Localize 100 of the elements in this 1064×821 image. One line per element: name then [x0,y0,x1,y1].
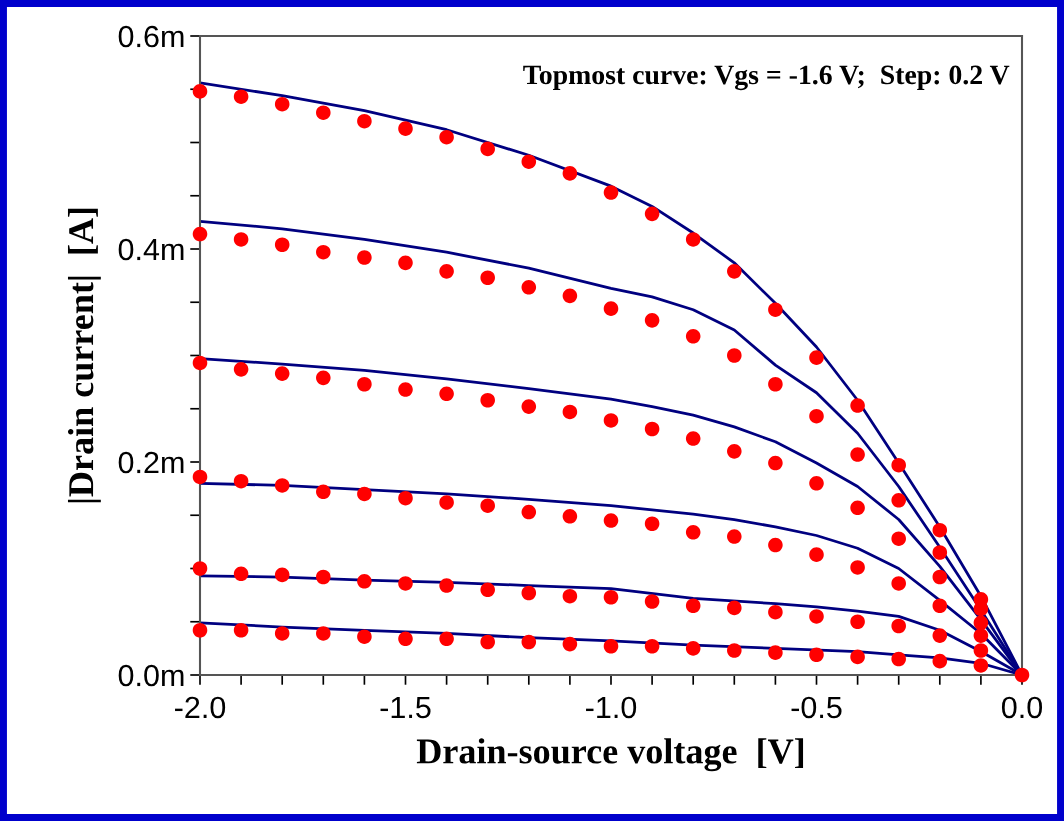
point [809,547,824,562]
point [973,628,989,643]
point [727,264,742,279]
point [480,634,495,650]
point [192,469,208,485]
point [480,270,495,286]
point [357,629,372,644]
point [398,631,413,647]
point [398,382,413,397]
x-tick-label: -0.5 [791,696,842,719]
point [439,631,454,647]
point [891,457,906,473]
x-tick-label: 0.0 [1001,696,1043,719]
point [274,237,290,253]
point [891,651,906,667]
point [233,232,249,247]
x-tick-label: -2.0 [175,696,226,719]
point [233,622,249,638]
point [480,392,495,408]
point [603,301,619,316]
point [850,398,865,413]
point [1014,667,1030,683]
point [685,329,701,344]
point [768,537,783,553]
point [850,614,865,630]
point [932,522,948,538]
x-axis-title: Drain-source voltage [V] [416,738,804,772]
point [439,386,454,402]
y-tick-label: 0.4m [118,238,184,261]
point [316,370,331,386]
point [562,166,578,181]
point [603,638,619,654]
point [357,574,372,589]
point [357,486,372,502]
point [357,376,372,392]
point [891,618,906,634]
point [727,529,742,544]
point [398,576,413,591]
point [685,641,701,656]
point [274,626,290,641]
point [685,232,701,247]
y-tick-label: 0.6m [118,25,184,48]
point [685,598,701,614]
point [562,636,578,652]
point [521,154,537,169]
point [562,404,578,420]
point [316,244,331,260]
point [850,560,865,575]
point [233,362,249,377]
point [932,653,948,669]
point [644,421,660,437]
y-axis-title: |Drain current| [A] [67,208,101,503]
point [480,141,495,157]
point [644,638,660,654]
point [480,498,495,513]
point [768,455,783,471]
point [809,408,824,424]
point [192,561,208,576]
point [192,84,208,99]
point [644,594,660,609]
point [274,96,290,112]
point [357,250,372,265]
point [768,302,783,317]
point [644,206,660,222]
point [603,589,619,605]
x-tick-label: -1.5 [380,696,431,719]
point [727,600,742,616]
point [973,643,989,658]
point [809,609,824,624]
point [644,516,660,532]
point [398,490,413,506]
point [768,645,783,660]
point [850,447,865,462]
point [274,567,290,583]
point [316,569,331,585]
point [809,350,824,365]
x-tick-label: -1.0 [586,696,637,719]
point [891,576,906,591]
point [316,484,331,500]
point [439,578,454,593]
point [685,431,701,446]
point [274,366,290,381]
point [727,643,742,658]
point [850,500,865,516]
point [768,604,783,620]
point [891,531,906,546]
annotation: Topmost curve: Vgs = -1.6 V; Step: 0.2 V [523,65,1010,91]
point [685,525,701,540]
point [603,185,619,200]
point [809,647,824,663]
point [603,513,619,528]
point [233,473,249,489]
point [233,566,249,582]
point [644,313,660,328]
point [768,376,783,392]
point [274,478,290,493]
point [192,226,208,242]
point [316,626,331,641]
point [521,280,537,295]
point [932,628,948,643]
